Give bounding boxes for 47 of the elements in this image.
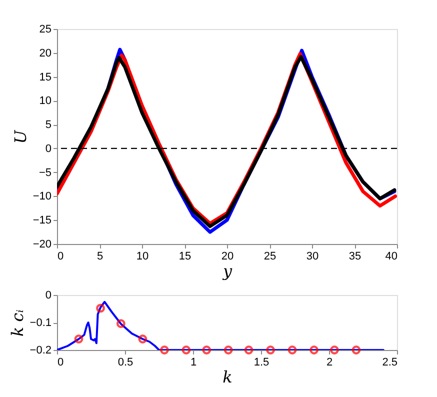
y-tick-label: 10	[39, 95, 52, 108]
y-tick-label: −20	[32, 238, 52, 250]
x-axis-title: y	[222, 262, 233, 280]
y-tick-label: 25	[39, 24, 52, 36]
x-tick-label: 5	[96, 250, 104, 262]
point	[288, 346, 297, 354]
y-axis-title: k cᵢ	[8, 310, 27, 336]
x-tick-label: 20	[221, 250, 234, 262]
x-tick-label: 1.5	[254, 356, 270, 368]
point	[96, 304, 105, 313]
x-tick-label: 40	[385, 250, 398, 262]
x-axis-title: k	[222, 368, 232, 386]
y-tick-label: 0	[45, 290, 52, 302]
x-tick-label: 15	[178, 250, 192, 262]
point	[266, 346, 275, 354]
y-tick-label: −15	[32, 214, 52, 227]
y-tick-label: −0.1	[30, 317, 52, 329]
point	[224, 346, 233, 354]
point	[138, 334, 148, 344]
y-tick-label: −5	[38, 166, 52, 179]
point	[310, 346, 318, 354]
x-tick-label: 2.5	[382, 356, 398, 368]
point	[244, 346, 254, 354]
x-tick-label: 25	[264, 250, 276, 262]
point	[352, 346, 361, 354]
x-tick-label: 2	[326, 356, 333, 368]
x-tick-label: 30	[306, 250, 319, 262]
x-tick-label: 0	[58, 250, 64, 262]
point	[202, 346, 212, 354]
y-tick-label: 0	[45, 142, 52, 155]
x-tick-label: 1	[190, 356, 197, 368]
point	[330, 346, 339, 354]
point	[160, 346, 169, 354]
point	[182, 346, 191, 354]
y-tick-label: 5	[45, 119, 52, 132]
y-tick-label: 15	[39, 71, 52, 84]
y-axis-title: U	[10, 130, 30, 144]
y-tick-label: −0.2	[30, 344, 52, 356]
y-tick-label: 20	[39, 47, 52, 60]
line-series	[57, 300, 384, 350]
x-tick-label: 35	[348, 250, 362, 262]
point	[116, 319, 126, 328]
x-tick-label: 10	[136, 250, 149, 262]
point	[74, 334, 84, 344]
x-tick-label: 0.5	[118, 356, 134, 368]
x-tick-label: 0	[58, 356, 64, 368]
y-tick-label: −10	[32, 190, 52, 203]
